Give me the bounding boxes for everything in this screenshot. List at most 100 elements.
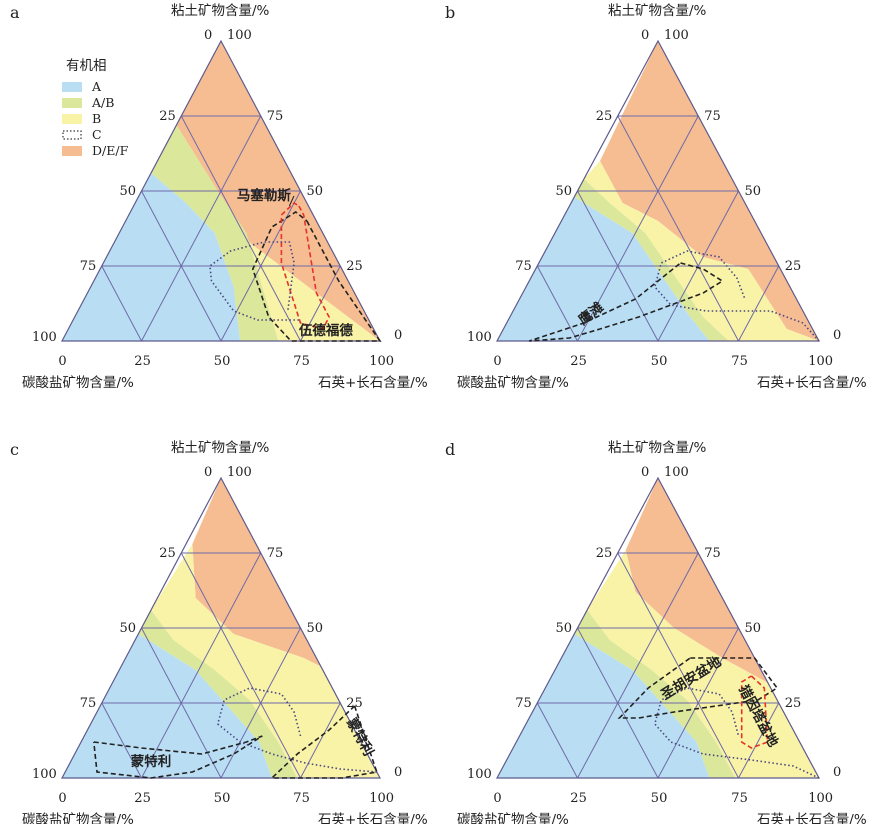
- tick-label-apex-100: 100: [227, 28, 252, 43]
- tick-label-bottom-50: 50: [214, 791, 231, 806]
- outline-C-dotted-2: [653, 687, 820, 779]
- facies-region-a: [62, 173, 241, 341]
- tick-label-left-100: 100: [32, 767, 57, 782]
- axis-title-carbonate: 碳酸盐矿物含量/%: [22, 375, 134, 391]
- tick-label-bottom-100: 100: [808, 354, 833, 369]
- ternary-frame: [495, 476, 821, 779]
- tick-label-left-25: 25: [596, 109, 613, 124]
- tick-label-right-75: 75: [704, 546, 721, 561]
- axis-title-clay: 粘土矿物含量/%: [171, 440, 270, 456]
- legend-swatch-0: [62, 82, 82, 92]
- grid-line-quartz-25: [577, 115, 699, 342]
- tick-label-left-100: 100: [467, 330, 492, 345]
- tick-label-bottom-75: 75: [293, 354, 310, 369]
- axis-title-quartz-feldspar: 石英+长石含量/%: [318, 811, 428, 824]
- grid-line-carbonate-25: [617, 552, 739, 779]
- tick-label-bottom-0: 0: [58, 791, 66, 806]
- grid-line-carbonate-75: [101, 702, 142, 779]
- facies-region-ab: [574, 179, 729, 341]
- facies-region-a: [497, 197, 710, 341]
- legend-swatch-2: [62, 114, 82, 124]
- legend-label-4: D/E/F: [92, 143, 129, 158]
- tick-label-left-75: 75: [515, 259, 532, 274]
- grid-line-quartz-75: [300, 265, 341, 342]
- tick-label-bottom-50: 50: [214, 354, 231, 369]
- legend-swatch-1: [62, 98, 82, 108]
- ternary-grid: [101, 115, 341, 342]
- tick-label-bottom-75: 75: [293, 791, 310, 806]
- tick-label-bottom-100: 100: [808, 791, 833, 806]
- outline-dark-dashed-0: [269, 705, 378, 779]
- legend-label-3: C: [92, 127, 102, 142]
- tick-label-bottom-0: 0: [58, 354, 66, 369]
- tick-label-bottom-0: 0: [493, 791, 501, 806]
- facies-region-b: [583, 161, 819, 341]
- legend-label-0: A: [91, 79, 102, 94]
- tick-label-bottom-50: 50: [651, 354, 668, 369]
- tick-label-left-75: 75: [515, 696, 532, 711]
- grid-line-quartz-50: [220, 190, 301, 342]
- tick-label-left-50: 50: [120, 184, 137, 199]
- grid-line-quartz-50: [657, 190, 739, 342]
- facies-region-ab: [574, 610, 736, 778]
- tick-label-right-25: 25: [346, 259, 363, 274]
- tick-label-right-75: 75: [704, 109, 721, 124]
- tick-label-apex-100: 100: [227, 465, 252, 480]
- annotation-label-0: 马塞勒斯: [237, 187, 291, 204]
- grid-line-carbonate-50: [577, 190, 659, 342]
- tick-label-left-100: 100: [467, 767, 492, 782]
- tick-label-right-0: 0: [394, 328, 402, 343]
- tick-label-bottom-0: 0: [493, 354, 501, 369]
- ternary-frame: [61, 39, 381, 342]
- ternary-frame: [61, 476, 381, 779]
- grid-line-quartz-50: [657, 627, 739, 779]
- grid-line-quartz-25: [141, 552, 262, 779]
- axis-title-quartz-feldspar: 石英+长石含量/%: [318, 374, 428, 391]
- annotation-label-1: 蒙特利: [131, 753, 172, 770]
- grid-line-quartz-25: [577, 552, 699, 779]
- legend-label-2: B: [92, 111, 101, 126]
- tick-label-apex-100: 100: [664, 28, 689, 43]
- tick-label-left-50: 50: [120, 621, 137, 636]
- tick-label-right-0: 0: [833, 765, 841, 780]
- tick-label-right-0: 0: [833, 328, 841, 343]
- grid-line-quartz-25: [141, 115, 262, 342]
- ternary-grid: [536, 115, 780, 342]
- tick-label-right-75: 75: [267, 109, 284, 124]
- axis-title-quartz-feldspar: 石英+长石含量/%: [757, 374, 867, 391]
- outline-dark-dashed-0: [617, 657, 779, 719]
- grid-line-carbonate-25: [617, 115, 739, 342]
- legend-swatch-4: [62, 146, 82, 156]
- axis-title-quartz-feldspar: 石英+长石含量/%: [757, 811, 867, 824]
- tick-label-bottom-25: 25: [134, 354, 151, 369]
- tick-label-right-0: 0: [394, 765, 402, 780]
- axis-title-clay: 粘土矿物含量/%: [608, 3, 707, 19]
- tick-label-right-50: 50: [745, 621, 762, 636]
- grid-line-quartz-75: [738, 702, 780, 779]
- outline-red-dashed-1: [280, 201, 331, 330]
- tick-label-bottom-100: 100: [369, 791, 394, 806]
- tick-label-right-50: 50: [307, 184, 324, 199]
- grid-line-carbonate-75: [536, 265, 578, 342]
- axis-title-carbonate: 碳酸盐矿物含量/%: [457, 375, 569, 391]
- outline-dark-dashed-0: [251, 211, 382, 342]
- facies-region-a: [62, 634, 272, 778]
- grid-line-carbonate-75: [101, 265, 142, 342]
- tick-label-bottom-75: 75: [731, 354, 748, 369]
- tick-label-bottom-75: 75: [731, 791, 748, 806]
- tick-label-right-25: 25: [346, 696, 363, 711]
- outline-dark-dashed-1: [528, 262, 724, 342]
- tick-label-left-25: 25: [159, 546, 176, 561]
- outline-C-dotted-2: [216, 687, 377, 773]
- grid-line-carbonate-25: [180, 115, 301, 342]
- tick-label-apex-0: 0: [641, 465, 649, 480]
- facies-region-b: [176, 125, 380, 341]
- axis-title-clay: 粘土矿物含量/%: [608, 440, 707, 456]
- tick-label-bottom-25: 25: [570, 354, 587, 369]
- ternary-frame: [495, 39, 821, 342]
- ternary-grid: [536, 552, 780, 779]
- facies-region-b: [587, 550, 819, 778]
